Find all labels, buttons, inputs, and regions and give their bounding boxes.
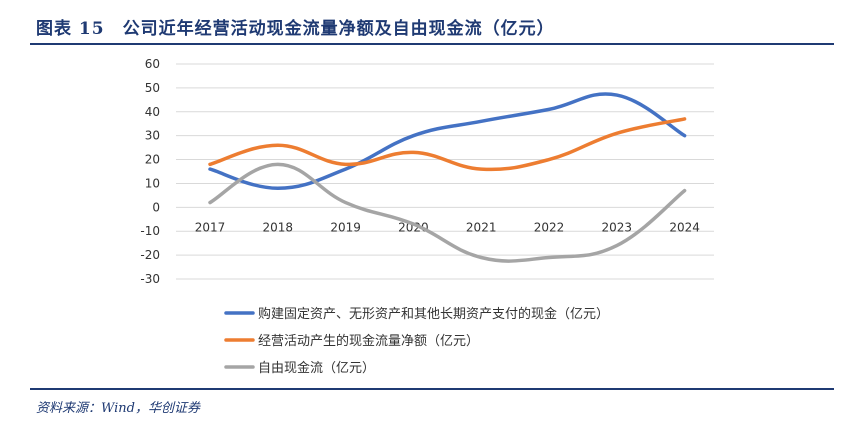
y-tick-label: 10 bbox=[145, 176, 160, 190]
figure-title: 图表 15 公司近年经营活动现金流量净额及自由现金流（亿元） bbox=[36, 19, 555, 39]
x-tick-label: 2020 bbox=[398, 220, 429, 234]
y-tick-label: 50 bbox=[145, 81, 160, 95]
y-tick-label: 40 bbox=[145, 105, 160, 119]
y-tick-label: 30 bbox=[145, 129, 160, 143]
x-tick-label: 2024 bbox=[669, 220, 700, 234]
legend-label: 经营活动产生的现金流量净额（亿元） bbox=[258, 333, 479, 349]
bottom-rule bbox=[30, 388, 834, 390]
series-line-2 bbox=[208, 117, 687, 172]
series-line-3 bbox=[208, 162, 687, 263]
source-note: 资料来源：Wind，华创证券 bbox=[36, 401, 200, 416]
legend-label: 购建固定资产、无形资产和其他长期资产支付的现金（亿元） bbox=[258, 306, 609, 322]
title-rule bbox=[30, 43, 834, 45]
y-tick-label: -30 bbox=[140, 272, 160, 286]
y-tick-label: 60 bbox=[145, 57, 160, 71]
legend-label: 自由现金流（亿元） bbox=[258, 360, 375, 376]
x-tick-label: 2017 bbox=[195, 220, 226, 234]
x-tick-label: 2023 bbox=[602, 220, 633, 234]
x-tick-label: 2019 bbox=[330, 220, 361, 234]
x-tick-label: 2021 bbox=[466, 220, 497, 234]
y-tick-label: 20 bbox=[145, 153, 160, 167]
y-tick-label: -20 bbox=[140, 248, 160, 262]
x-tick-label: 2018 bbox=[263, 220, 294, 234]
y-tick-label: 0 bbox=[152, 200, 160, 214]
series-line-1 bbox=[208, 92, 687, 190]
y-tick-label: -10 bbox=[140, 224, 160, 238]
x-tick-label: 2022 bbox=[534, 220, 565, 234]
